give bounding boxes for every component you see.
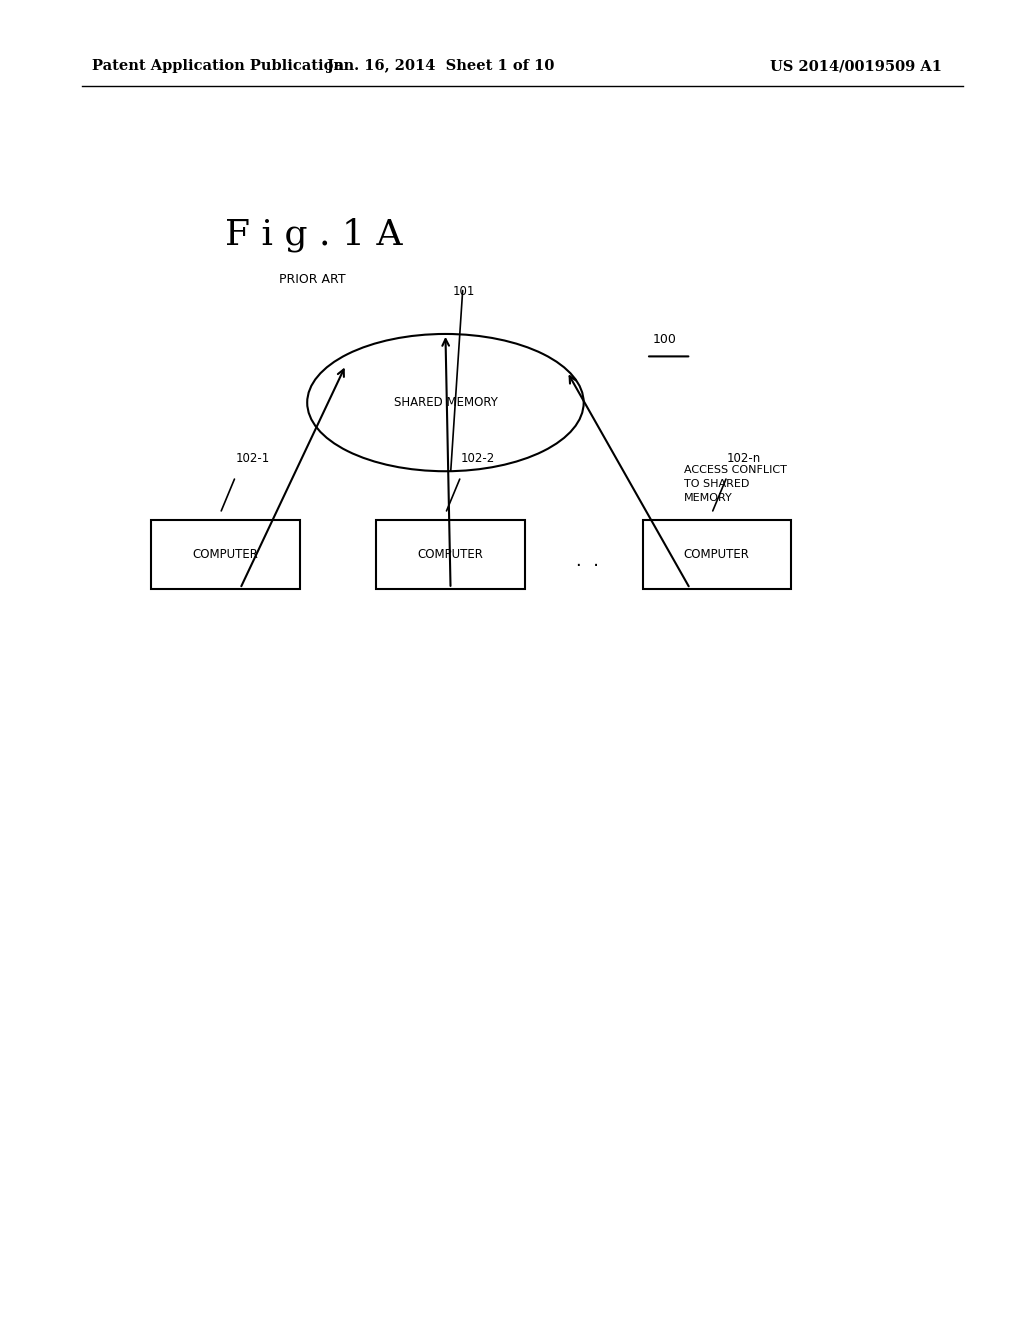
Text: COMPUTER: COMPUTER	[684, 548, 750, 561]
Text: Patent Application Publication: Patent Application Publication	[92, 59, 344, 74]
Text: 102-n: 102-n	[727, 451, 761, 465]
Text: COMPUTER: COMPUTER	[418, 548, 483, 561]
Text: ACCESS CONFLICT
TO SHARED
MEMORY: ACCESS CONFLICT TO SHARED MEMORY	[684, 465, 786, 503]
Text: COMPUTER: COMPUTER	[193, 548, 258, 561]
FancyBboxPatch shape	[377, 520, 524, 589]
Text: SHARED MEMORY: SHARED MEMORY	[393, 396, 498, 409]
Text: 102-2: 102-2	[461, 451, 495, 465]
Text: 102-1: 102-1	[236, 451, 269, 465]
Text: F i g . 1 A: F i g . 1 A	[225, 218, 402, 252]
Text: 100: 100	[652, 333, 676, 346]
Text: Jan. 16, 2014  Sheet 1 of 10: Jan. 16, 2014 Sheet 1 of 10	[327, 59, 554, 74]
Text: US 2014/0019509 A1: US 2014/0019509 A1	[770, 59, 942, 74]
Text: 101: 101	[453, 285, 475, 298]
FancyBboxPatch shape	[152, 520, 299, 589]
Ellipse shape	[307, 334, 584, 471]
Text: .  .: . .	[577, 552, 599, 570]
FancyBboxPatch shape	[643, 520, 791, 589]
Text: PRIOR ART: PRIOR ART	[279, 273, 346, 286]
